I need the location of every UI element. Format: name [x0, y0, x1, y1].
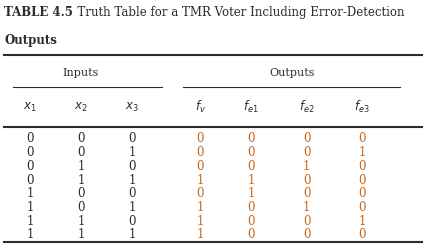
Text: 0: 0	[248, 133, 255, 145]
Text: 0: 0	[248, 229, 255, 241]
Text: 0: 0	[128, 187, 136, 200]
Text: 1: 1	[248, 174, 255, 187]
Text: 0: 0	[77, 187, 85, 200]
Text: 1: 1	[303, 201, 311, 214]
Text: $\mathit{x}_{1}$: $\mathit{x}_{1}$	[23, 100, 37, 114]
Text: 1: 1	[128, 174, 136, 187]
Text: 0: 0	[358, 201, 366, 214]
Text: 1: 1	[358, 215, 366, 228]
Text: 0: 0	[303, 174, 311, 187]
Text: 1: 1	[77, 215, 85, 228]
Text: 0: 0	[77, 201, 85, 214]
Text: 0: 0	[26, 160, 34, 173]
Text: 1: 1	[26, 215, 34, 228]
Text: 1: 1	[77, 174, 85, 187]
Text: $\mathit{f}_{e1}$: $\mathit{f}_{e1}$	[244, 99, 259, 115]
Text: 1: 1	[26, 187, 34, 200]
Text: 0: 0	[358, 174, 366, 187]
Text: 0: 0	[196, 187, 204, 200]
Text: 0: 0	[248, 146, 255, 159]
Text: 0: 0	[26, 174, 34, 187]
Text: 0: 0	[358, 133, 366, 145]
Text: 0: 0	[358, 229, 366, 241]
Text: 1: 1	[196, 215, 204, 228]
Text: $\mathit{x}_{2}$: $\mathit{x}_{2}$	[74, 100, 88, 114]
Text: 0: 0	[196, 146, 204, 159]
Text: 0: 0	[196, 133, 204, 145]
Text: 0: 0	[303, 146, 311, 159]
Text: 1: 1	[196, 201, 204, 214]
Text: 0: 0	[358, 187, 366, 200]
Text: 0: 0	[26, 146, 34, 159]
Text: $\mathit{x}_{3}$: $\mathit{x}_{3}$	[125, 100, 139, 114]
Text: 0: 0	[248, 201, 255, 214]
Text: TABLE 4.5: TABLE 4.5	[4, 6, 73, 19]
Text: 0: 0	[128, 133, 136, 145]
Text: 1: 1	[248, 187, 255, 200]
Text: 1: 1	[303, 160, 311, 173]
Text: 0: 0	[128, 160, 136, 173]
Text: $\mathit{f}_{v}$: $\mathit{f}_{v}$	[195, 99, 206, 115]
Text: 1: 1	[128, 146, 136, 159]
Text: 1: 1	[196, 229, 204, 241]
Text: 1: 1	[26, 201, 34, 214]
Text: 0: 0	[128, 215, 136, 228]
Text: $\mathit{f}_{e2}$: $\mathit{f}_{e2}$	[299, 99, 314, 115]
Text: 1: 1	[128, 229, 136, 241]
Text: 0: 0	[303, 215, 311, 228]
Text: 1: 1	[77, 160, 85, 173]
Text: 0: 0	[303, 229, 311, 241]
Text: 1: 1	[196, 174, 204, 187]
Text: 0: 0	[196, 160, 204, 173]
Text: 1: 1	[26, 229, 34, 241]
Text: 0: 0	[77, 146, 85, 159]
Text: 1: 1	[358, 146, 366, 159]
Text: Outputs: Outputs	[4, 34, 57, 47]
Text: 0: 0	[248, 160, 255, 173]
Text: Outputs: Outputs	[269, 68, 314, 77]
Text: 0: 0	[303, 133, 311, 145]
Text: 0: 0	[248, 215, 255, 228]
Text: 0: 0	[303, 187, 311, 200]
Text: Inputs: Inputs	[63, 68, 99, 77]
Text: $\mathit{f}_{e3}$: $\mathit{f}_{e3}$	[354, 99, 370, 115]
Text: 0: 0	[77, 133, 85, 145]
Text: 1: 1	[128, 201, 136, 214]
Text: 1: 1	[77, 229, 85, 241]
Text: Truth Table for a TMR Voter Including Error-Detection: Truth Table for a TMR Voter Including Er…	[70, 6, 405, 19]
Text: 0: 0	[358, 160, 366, 173]
Text: 0: 0	[26, 133, 34, 145]
